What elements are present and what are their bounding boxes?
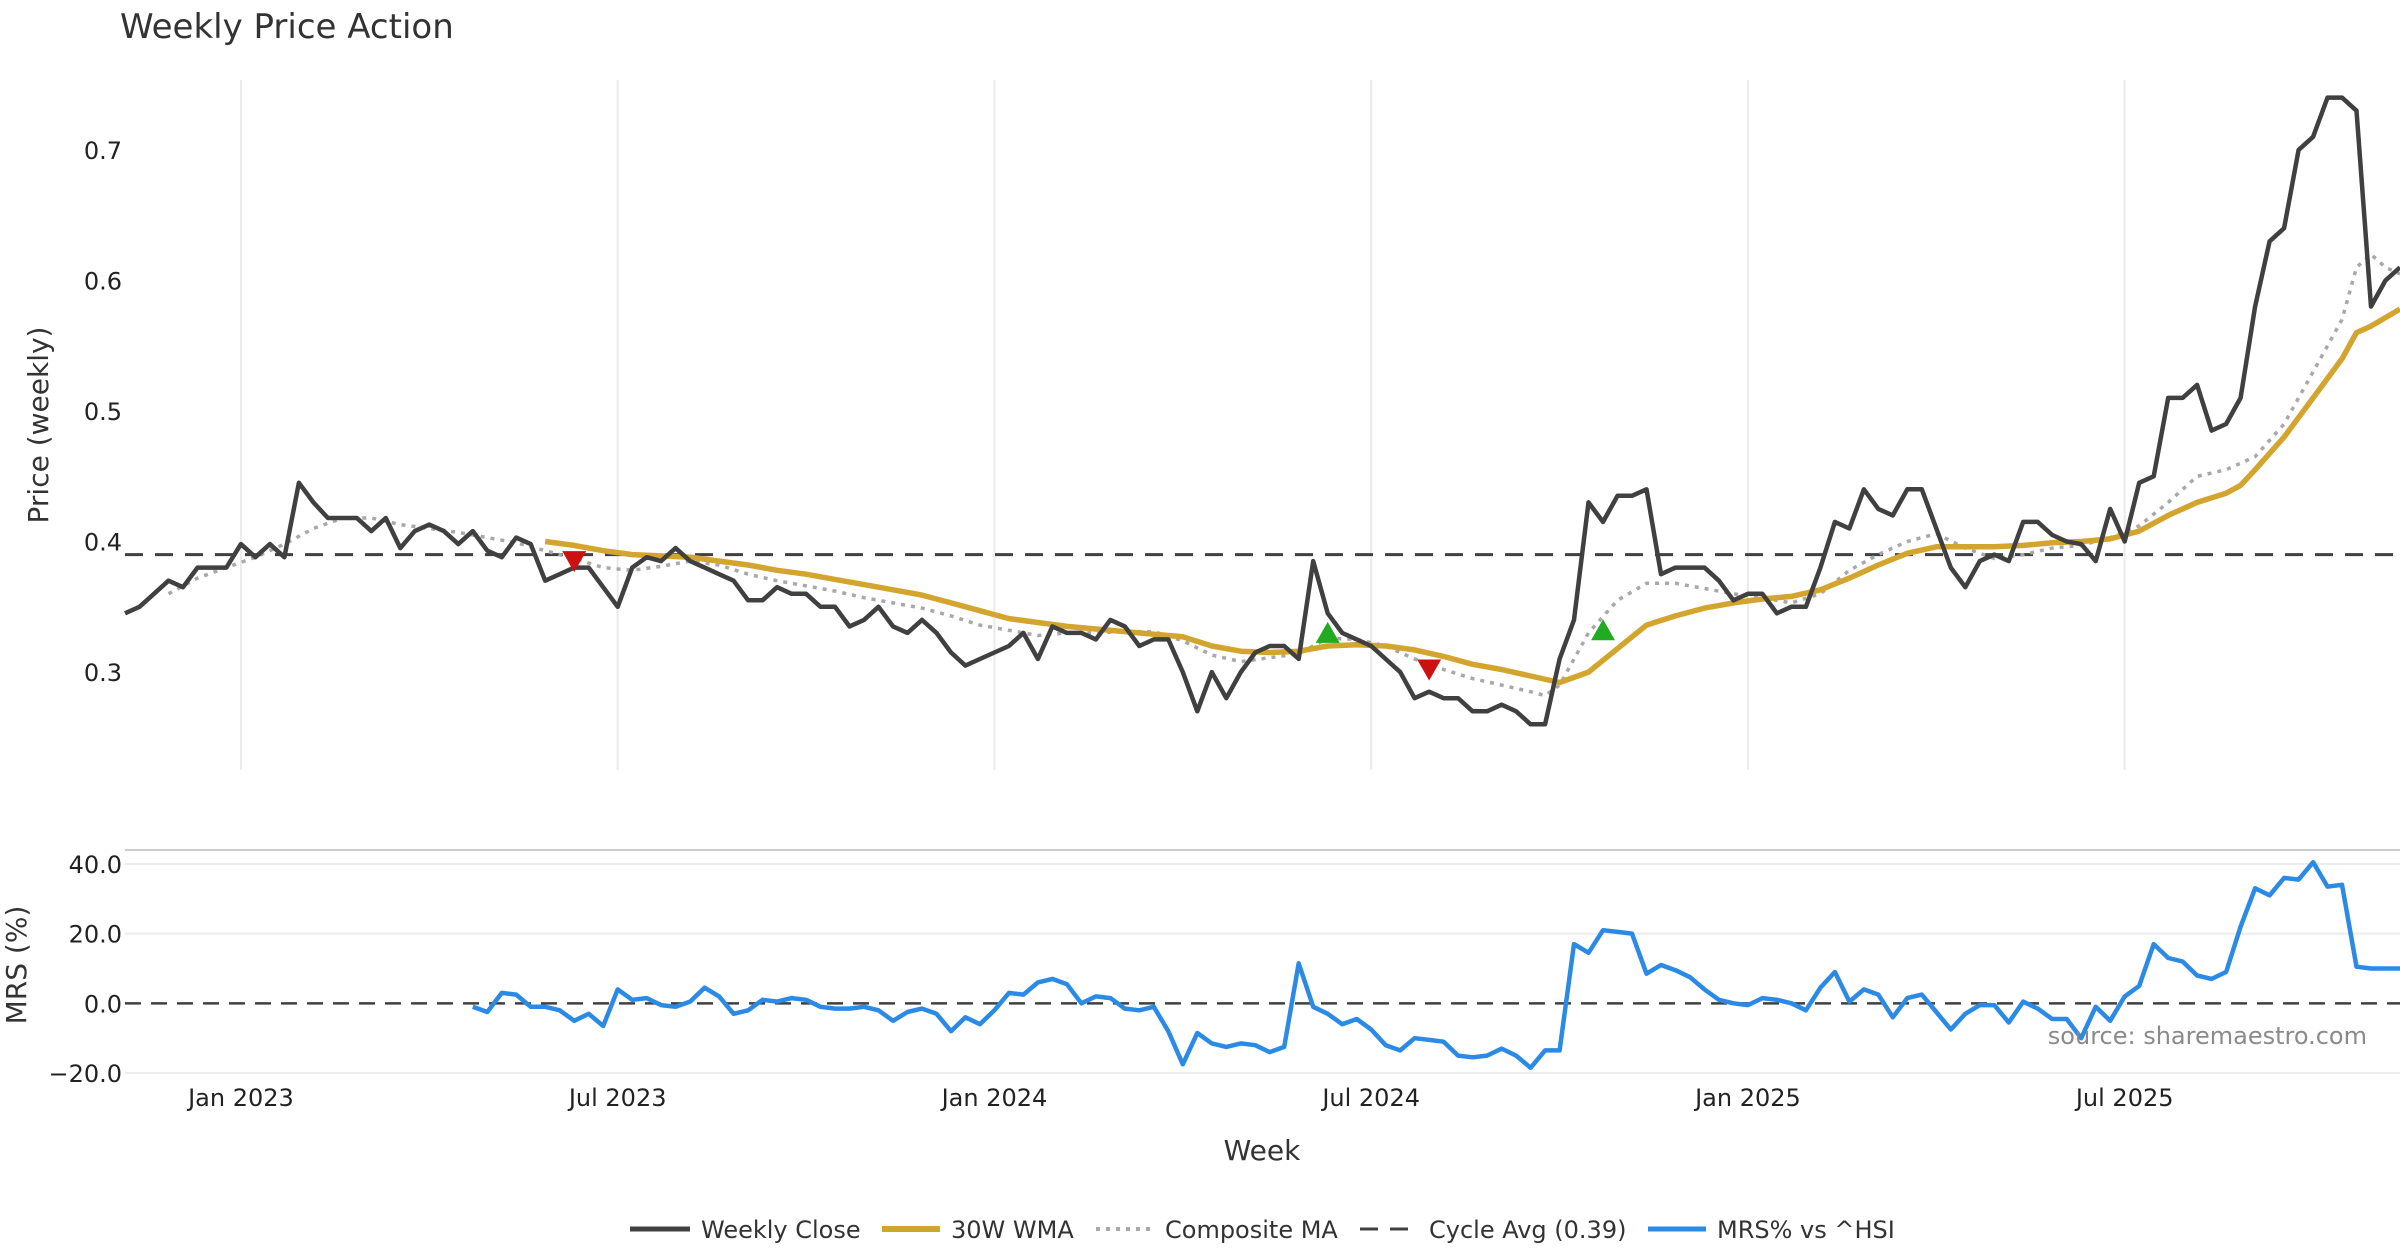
legend-item-wma: 30W WMA <box>882 1216 1074 1244</box>
x-tick-label: Jul 2025 <box>2074 1084 2174 1112</box>
legend-label-wma: 30W WMA <box>951 1216 1074 1244</box>
mrs-y-tick-label: 20.0 <box>69 921 122 949</box>
price-panel: 0.3 0.4 0.5 0.6 0.7 Price (weekly) <box>22 80 2400 770</box>
price-y-tick-label: 0.4 <box>84 529 122 557</box>
sell-signal-marker <box>562 551 587 573</box>
legend-label-mrs: MRS% vs ^HSI <box>1717 1216 1895 1244</box>
mrs-y-axis-label: MRS (%) <box>0 906 33 1025</box>
mrs-y-tick-label: −20.0 <box>48 1060 122 1088</box>
price-y-tick-label: 0.7 <box>84 137 122 165</box>
buy-signal-marker <box>1315 621 1340 643</box>
price-y-tick-label: 0.6 <box>84 267 122 295</box>
mrs-y-tick-label: 0.0 <box>84 990 122 1018</box>
x-tick-label: Jan 2025 <box>1693 1084 1801 1112</box>
legend-item-mrs: MRS% vs ^HSI <box>1648 1216 1895 1244</box>
x-tick-label: Jul 2024 <box>1320 1084 1420 1112</box>
x-axis-label: Week <box>1224 1134 1301 1167</box>
price-vertical-grid <box>239 80 2126 770</box>
chart-title: Weekly Price Action <box>120 7 454 47</box>
legend-item-cycle-avg: Cycle Avg (0.39) <box>1360 1216 1626 1244</box>
legend: Weekly Close 30W WMA Composite MA Cycle … <box>630 1216 1895 1244</box>
price-y-tick-label: 0.5 <box>84 398 122 426</box>
buy-signal-marker <box>1591 619 1616 641</box>
source-label: source: sharemaestro.com <box>2048 1022 2367 1050</box>
x-tick-label: Jan 2024 <box>940 1084 1048 1112</box>
legend-label-weekly-close: Weekly Close <box>701 1216 861 1244</box>
x-ticks: Jan 2023 Jul 2023 Jan 2024 Jul 2024 Jan 2025… <box>186 1084 2173 1112</box>
x-tick-label: Jan 2023 <box>186 1084 294 1112</box>
price-y-axis-label: Price (weekly) <box>22 327 55 524</box>
weekly-close-line <box>124 95 2400 727</box>
wma-30w-line <box>544 306 2400 686</box>
signal-markers <box>562 551 1616 681</box>
price-y-tick-label: 0.3 <box>84 659 122 687</box>
legend-label-composite-ma: Composite MA <box>1165 1216 1338 1244</box>
mrs-horizontal-grid <box>125 862 2400 1075</box>
x-tick-label: Jul 2023 <box>567 1084 667 1112</box>
legend-item-weekly-close: Weekly Close <box>630 1216 861 1244</box>
legend-item-composite-ma: Composite MA <box>1096 1216 1338 1244</box>
mrs-panel: 40.0 20.0 0.0 −20.0 MRS (%) Jan 2023 Jul 202… <box>0 849 2400 1112</box>
mrs-line <box>472 859 2400 1071</box>
price-y-ticks: 0.3 0.4 0.5 0.6 0.7 <box>84 137 122 687</box>
mrs-y-ticks: 40.0 20.0 0.0 −20.0 <box>48 851 122 1088</box>
composite-ma-line <box>167 251 2400 698</box>
sell-signal-marker <box>1417 659 1442 681</box>
mrs-y-tick-label: 40.0 <box>69 851 122 879</box>
legend-label-cycle-avg: Cycle Avg (0.39) <box>1429 1216 1626 1244</box>
